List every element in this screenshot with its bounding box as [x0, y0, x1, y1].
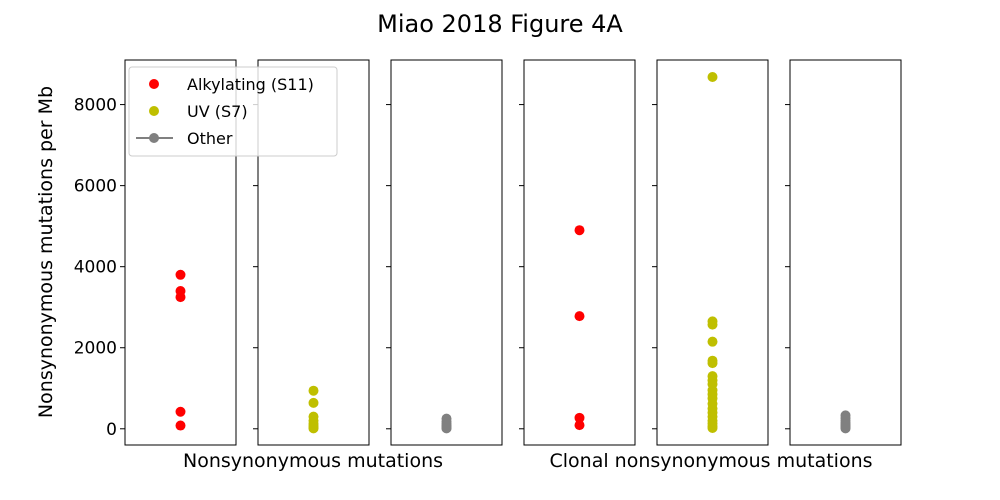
y-axis-label: Nonsynonymous mutations per Mb	[35, 86, 57, 418]
data-point	[308, 423, 319, 434]
data-point	[441, 423, 452, 434]
y-tick-label: 2000	[74, 339, 117, 359]
legend-marker	[149, 133, 159, 143]
group-label-clonal: Clonal nonsynonymous mutations	[549, 450, 872, 472]
group-label-nonsynonymous: Nonsynonymous mutations	[183, 450, 443, 472]
data-point	[574, 225, 585, 236]
legend-marker	[149, 79, 159, 89]
panel-5	[785, 59, 902, 446]
y-tick-label: 6000	[74, 177, 117, 197]
y-tick-label: 8000	[74, 96, 117, 116]
legend-label: Alkylating (S11)	[187, 75, 314, 94]
data-point	[707, 358, 718, 369]
data-point	[574, 420, 585, 431]
panel-frame	[523, 59, 636, 446]
data-point	[308, 397, 319, 408]
legend-entry: UV (S7)	[149, 102, 248, 121]
data-point	[175, 269, 186, 280]
data-point	[308, 385, 319, 396]
data-point	[707, 422, 718, 433]
data-point	[707, 72, 718, 83]
legend-entry: Other	[136, 129, 233, 148]
panel-3	[519, 59, 636, 446]
panel-4	[652, 59, 769, 446]
panel-2	[386, 59, 503, 446]
legend-entry: Alkylating (S11)	[149, 75, 314, 94]
data-point	[175, 420, 186, 431]
data-point	[840, 423, 851, 434]
y-tick-label: 4000	[74, 258, 117, 278]
legend-label: Other	[187, 129, 233, 148]
data-point	[574, 311, 585, 322]
data-point	[175, 406, 186, 417]
legend-box	[128, 66, 338, 157]
y-tick-label: 0	[106, 420, 117, 440]
panel-frame	[789, 59, 902, 446]
legend-label: UV (S7)	[187, 102, 248, 121]
panel-frame	[390, 59, 503, 446]
data-point	[574, 412, 585, 423]
data-point	[707, 319, 718, 330]
data-point	[175, 292, 186, 303]
data-point	[707, 336, 718, 347]
legend-marker	[149, 106, 159, 116]
legend: Alkylating (S11) UV (S7) Other	[128, 66, 338, 157]
chart-title: Miao 2018 Figure 4A	[377, 10, 623, 38]
panels-layer: 0 2000 4000 6000 8000	[74, 59, 902, 446]
